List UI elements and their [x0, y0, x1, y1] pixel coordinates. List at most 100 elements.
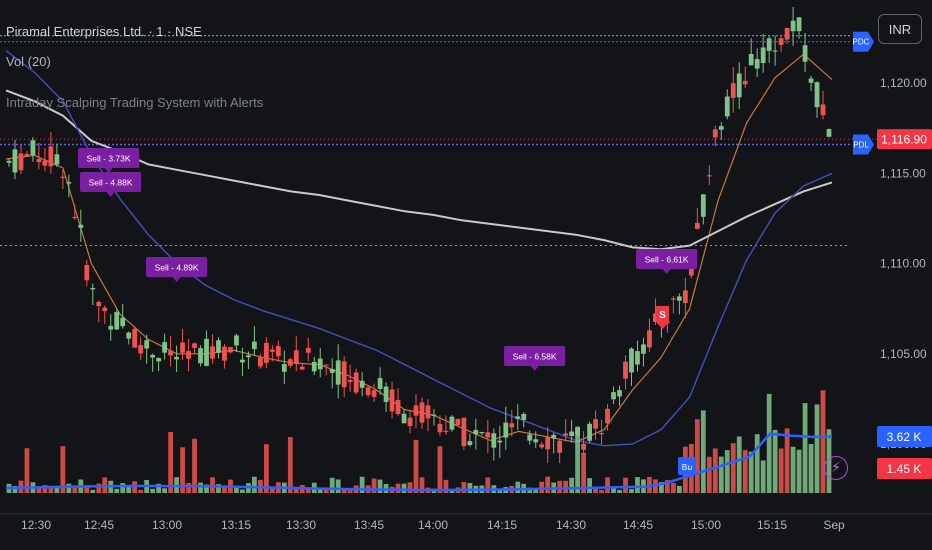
- lightning-icon[interactable]: ⚡: [824, 456, 848, 480]
- candle-body: [641, 344, 646, 354]
- volume-bar: [347, 487, 353, 493]
- symbol-legend[interactable]: Piramal Enterprises Ltd. · 1 · NSE: [6, 24, 202, 39]
- volume-bar: [36, 486, 42, 493]
- sell-label-text: Sell - 6.58K: [513, 352, 557, 362]
- volume-bar: [401, 483, 407, 493]
- candle-body: [174, 356, 179, 360]
- candle-body: [503, 422, 509, 438]
- volume-bar: [449, 489, 455, 493]
- candle-body: [192, 343, 197, 348]
- last-price-badge: [877, 129, 932, 150]
- volume-bar: [192, 438, 197, 493]
- candle-body: [108, 325, 114, 330]
- candle-body: [413, 405, 419, 416]
- currency-button[interactable]: INR: [878, 14, 922, 44]
- volume-bar: [305, 489, 311, 493]
- volume-bar: [120, 483, 126, 493]
- volume-bar: [575, 426, 581, 493]
- candle-body: [485, 432, 491, 438]
- candle-body: [222, 346, 227, 361]
- volume-bar: [42, 485, 48, 493]
- candle-body: [443, 430, 449, 432]
- candle-body: [389, 389, 395, 412]
- candle-body: [66, 181, 72, 184]
- sell-label-pointer: [662, 269, 671, 274]
- candle-body: [461, 417, 467, 447]
- candle-body: [329, 369, 335, 373]
- sell-label: Sell - 3.73K: [78, 148, 140, 173]
- candle-body: [826, 129, 832, 137]
- candle-body: [84, 264, 90, 281]
- volume-bar: [240, 489, 245, 493]
- volume-bar: [437, 446, 443, 493]
- sell-label: Sell - 6.61K: [636, 249, 698, 274]
- volume-bar: [629, 489, 634, 493]
- sell-label-pointer: [106, 192, 115, 197]
- volume-bar: [778, 448, 784, 493]
- volume-bar: [210, 477, 215, 493]
- volume-bar: [569, 477, 575, 493]
- candle-body: [359, 380, 365, 388]
- candle-body: [814, 82, 820, 108]
- volume-bar: [54, 486, 60, 493]
- short-signal-marker: [656, 306, 669, 329]
- time-tick-label: 14:30: [556, 518, 586, 532]
- volume-bar: [269, 488, 275, 493]
- last-price-text: 1,116.90: [881, 133, 927, 147]
- candle-body: [611, 392, 616, 400]
- volume-bar: [126, 486, 132, 493]
- volume-bar: [90, 489, 96, 493]
- candle-body: [341, 361, 347, 388]
- price-tick-label: 1,115.00: [880, 166, 926, 180]
- candle-body: [635, 351, 640, 365]
- volume-bar: [341, 489, 347, 493]
- candle-body: [647, 330, 652, 348]
- candle-body: [796, 17, 802, 32]
- candle-body: [138, 344, 144, 354]
- volume-bar: [12, 486, 18, 493]
- sell-label: Sell - 4.88K: [80, 172, 142, 197]
- candle-body: [263, 342, 269, 363]
- volume-bar: [581, 452, 586, 493]
- candle-body: [252, 341, 257, 350]
- sell-label-box: [636, 249, 698, 269]
- volume-bar: [497, 489, 503, 493]
- volume-bar: [694, 419, 700, 493]
- candle-body: [6, 160, 12, 163]
- candle-body: [545, 436, 551, 450]
- candle-body: [479, 431, 485, 434]
- candle-body: [228, 347, 233, 353]
- candle-body: [407, 417, 413, 427]
- candle-body: [736, 73, 742, 98]
- candle-body: [275, 346, 281, 357]
- candle-body: [204, 338, 209, 366]
- volume-bar: [659, 482, 664, 493]
- candle-body: [551, 434, 557, 439]
- volume-bar: [395, 483, 401, 493]
- candle-body: [311, 361, 317, 372]
- volume-bar: [467, 483, 473, 493]
- indicator-legend[interactable]: Intraday Scalping Trading System with Al…: [6, 95, 264, 110]
- volume-bar: [700, 410, 706, 493]
- volume-bar: [754, 434, 760, 493]
- volume-bar: [605, 477, 610, 493]
- candle-body: [491, 433, 497, 448]
- pdl-tag: [853, 134, 874, 155]
- candle-body: [210, 346, 215, 359]
- candle-body: [60, 176, 66, 178]
- candle-body: [419, 402, 425, 423]
- volume-bar: [84, 486, 90, 493]
- candle-body: [569, 431, 575, 436]
- volume-bar: [712, 448, 718, 493]
- time-tick-label: Sep: [823, 518, 845, 532]
- candle-body: [581, 443, 586, 450]
- volume-bar: [599, 489, 604, 493]
- candle-body: [706, 175, 712, 177]
- volume-legend[interactable]: Vol (20): [6, 54, 51, 69]
- volume-bar: [802, 403, 808, 493]
- candle-body: [317, 358, 323, 370]
- volume-bar: [168, 432, 173, 493]
- candle-body: [778, 38, 784, 45]
- candle-body: [629, 348, 634, 373]
